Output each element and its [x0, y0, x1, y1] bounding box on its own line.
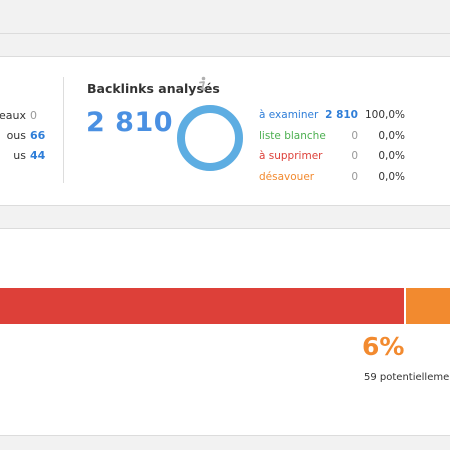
legend-row-a-examiner[interactable]: à examiner 2 810 100,0% — [259, 109, 450, 130]
legend-percent: 0,0% — [378, 129, 405, 142]
left-stat-label: eaux — [0, 109, 26, 122]
legend-count: 0 — [351, 170, 358, 183]
legend-row-a-supprimer[interactable]: à supprimer 0 0,0% — [259, 150, 450, 171]
backlinks-legend: à examiner 2 810 100,0% liste blanche 0 … — [259, 109, 450, 191]
left-stat-label: ous — [6, 129, 26, 142]
left-stat-row: us 44 — [0, 149, 46, 169]
legend-row-liste-blanche[interactable]: liste blanche 0 0,0% — [259, 130, 450, 151]
left-stat-value: 0 — [30, 109, 37, 122]
legend-label[interactable]: à supprimer — [259, 150, 323, 162]
toxicity-bar-orange-segment[interactable] — [406, 288, 450, 324]
toxicity-bar-red-segment[interactable] — [0, 288, 404, 324]
backlinks-title: Backlinks analysés — [87, 81, 220, 96]
legend-label[interactable]: désavouer — [259, 170, 315, 183]
top-card-edge — [0, 33, 450, 34]
backlinks-total: 2 810 — [86, 107, 174, 138]
toxicity-bar-gap — [404, 288, 406, 324]
legend-percent: 0,0% — [378, 170, 405, 183]
legend-percent: 100,0% — [364, 109, 405, 121]
left-stat-value[interactable]: 44 — [30, 149, 46, 162]
column-divider — [63, 77, 64, 183]
left-stat-row: ous 66 — [0, 129, 46, 149]
legend-row-desavouer[interactable]: désavouer 0 0,0% — [259, 171, 450, 192]
left-stats-list: eaux 0 ous 66 us 44 — [0, 109, 46, 169]
orange-segment-percent: 6% — [362, 332, 405, 361]
legend-label[interactable]: liste blanche — [259, 129, 326, 142]
left-stat-row: eaux 0 — [0, 109, 44, 129]
backlinks-stats-card: eaux 0 ous 66 us 44 Backlinks analysés 2… — [0, 56, 450, 206]
left-stat-value[interactable]: 66 — [30, 129, 46, 142]
toxicity-card: 6% 59 potentiellemen — [0, 228, 450, 436]
info-icon[interactable] — [197, 76, 207, 92]
legend-percent: 0,0% — [378, 150, 405, 162]
legend-count[interactable]: 2 810 — [325, 109, 358, 121]
left-stat-label: us — [13, 149, 26, 162]
legend-count: 0 — [351, 129, 358, 142]
donut-arc-a-examiner — [177, 105, 243, 171]
backlinks-donut — [177, 105, 243, 171]
legend-count: 0 — [351, 150, 358, 162]
legend-label[interactable]: à examiner — [259, 109, 319, 121]
orange-segment-caption[interactable]: 59 potentiellemen — [364, 372, 450, 383]
